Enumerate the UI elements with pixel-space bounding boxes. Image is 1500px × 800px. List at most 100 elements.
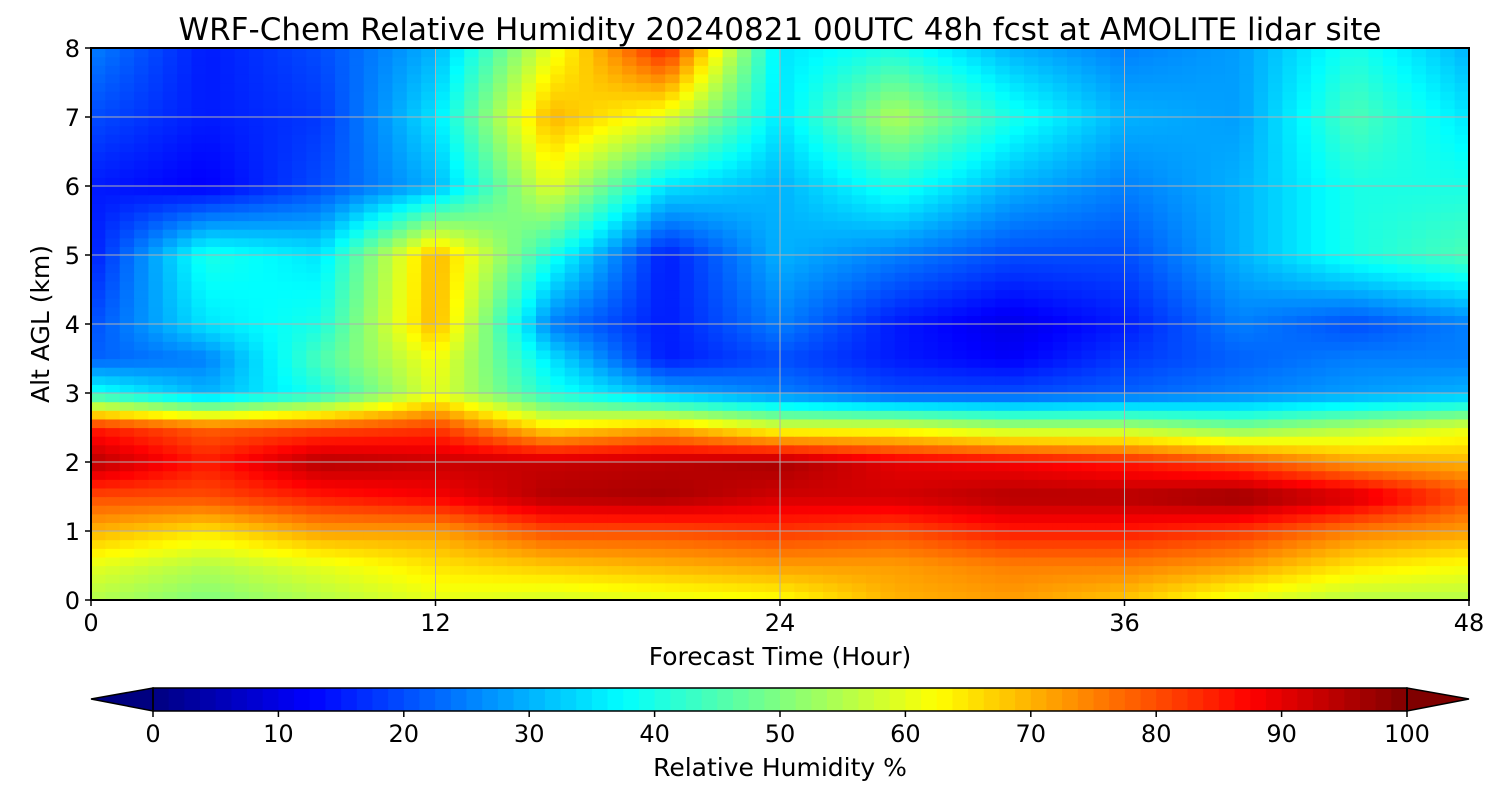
heatmap-cell [220, 315, 236, 325]
heatmap-cell [894, 160, 910, 170]
heatmap-cell [492, 203, 508, 213]
heatmap-cell [191, 298, 207, 308]
heatmap-cell [1181, 315, 1197, 325]
heatmap-cell [1067, 453, 1083, 463]
heatmap-cell [952, 582, 968, 592]
heatmap-cell [148, 168, 164, 178]
heatmap-cell [823, 462, 839, 472]
heatmap-cell [1253, 246, 1269, 256]
heatmap-cell [1368, 237, 1384, 247]
heatmap-cell [263, 298, 279, 308]
heatmap-cell [880, 574, 896, 584]
heatmap-cell [1368, 384, 1384, 394]
heatmap-cell [335, 410, 350, 420]
heatmap-cell [220, 427, 236, 437]
heatmap-cell [736, 418, 752, 429]
heatmap-cell [363, 298, 379, 308]
heatmap-cell [593, 522, 609, 532]
heatmap-cell [665, 522, 681, 532]
heatmap-cell [593, 332, 609, 342]
heatmap-cell [492, 229, 508, 239]
heatmap-cell [765, 522, 781, 532]
heatmap-cell [105, 479, 121, 489]
heatmap-cell [1239, 548, 1255, 558]
heatmap-cell [421, 272, 437, 282]
heatmap-cell [535, 186, 551, 196]
heatmap-cell [665, 324, 681, 334]
heatmap-cell [837, 375, 853, 385]
heatmap-cell [1067, 289, 1083, 299]
heatmap-cell [722, 177, 738, 187]
heatmap-cell [177, 263, 193, 273]
heatmap-cell [349, 263, 365, 273]
heatmap-cell [162, 186, 178, 196]
heatmap-cell [923, 229, 939, 239]
heatmap-cell [1253, 255, 1269, 265]
heatmap-cell [1110, 220, 1126, 230]
heatmap-cell [909, 255, 925, 265]
heatmap-cell [851, 160, 867, 170]
heatmap-cell [1067, 548, 1083, 558]
heatmap-cell [1038, 410, 1054, 420]
heatmap-cell [866, 289, 882, 299]
heatmap-cell [1253, 522, 1269, 532]
heatmap-cell [665, 315, 681, 325]
heatmap-cell [320, 436, 336, 446]
heatmap-cell [1268, 539, 1283, 549]
heatmap-cell [263, 332, 279, 342]
heatmap-cell [478, 453, 494, 463]
heatmap-cell [1181, 574, 1197, 584]
heatmap-cell [291, 168, 307, 178]
heatmap-cell [923, 306, 939, 316]
heatmap-cell [1038, 211, 1054, 222]
heatmap-cell [1411, 574, 1427, 584]
heatmap-cell [1081, 531, 1097, 541]
heatmap-cell [708, 203, 724, 213]
heatmap-cell [1411, 444, 1427, 454]
heatmap-cell [1138, 289, 1154, 299]
heatmap-cell [851, 522, 867, 532]
heatmap-cell [1425, 367, 1441, 377]
heatmap-cell [1454, 298, 1469, 308]
heatmap-cell [421, 306, 437, 316]
heatmap-cell [751, 470, 767, 480]
heatmap-cell [406, 186, 422, 196]
heatmap-cell [91, 522, 106, 532]
heatmap-cell [392, 401, 408, 411]
heatmap-cell [579, 324, 594, 334]
heatmap-cell [1009, 582, 1025, 592]
heatmap-cell [1052, 565, 1068, 575]
heatmap-cell [1282, 556, 1298, 567]
heatmap-cell [320, 565, 336, 575]
heatmap-cell [693, 565, 709, 575]
heatmap-cell [937, 410, 953, 420]
heatmap-cell [349, 229, 365, 239]
heatmap-cell [148, 332, 164, 342]
heatmap-cell [966, 401, 982, 411]
heatmap-cell [593, 539, 609, 549]
heatmap-cell [1382, 522, 1398, 532]
heatmap-cell [1282, 470, 1298, 480]
heatmap-cell [507, 375, 523, 385]
heatmap-cell [593, 444, 609, 454]
heatmap-cell [693, 324, 709, 334]
heatmap-cell [521, 186, 537, 196]
heatmap-cell [837, 591, 853, 600]
heatmap-cell [1253, 531, 1269, 541]
heatmap-cell [234, 194, 250, 204]
heatmap-cell [823, 565, 839, 575]
heatmap-cell [320, 203, 336, 213]
heatmap-cell [1296, 574, 1312, 584]
heatmap-cell [823, 280, 839, 291]
heatmap-cell [622, 255, 638, 265]
heatmap-cell [1239, 444, 1255, 454]
heatmap-cell [679, 479, 695, 489]
heatmap-cell [1454, 220, 1469, 230]
heatmap-cell [650, 237, 666, 247]
heatmap-cell [234, 367, 250, 377]
heatmap-cell [1268, 487, 1283, 498]
heatmap-cell [1181, 194, 1197, 204]
heatmap-cell [1138, 401, 1154, 411]
heatmap-cell [1382, 315, 1398, 325]
heatmap-cell [91, 177, 106, 187]
